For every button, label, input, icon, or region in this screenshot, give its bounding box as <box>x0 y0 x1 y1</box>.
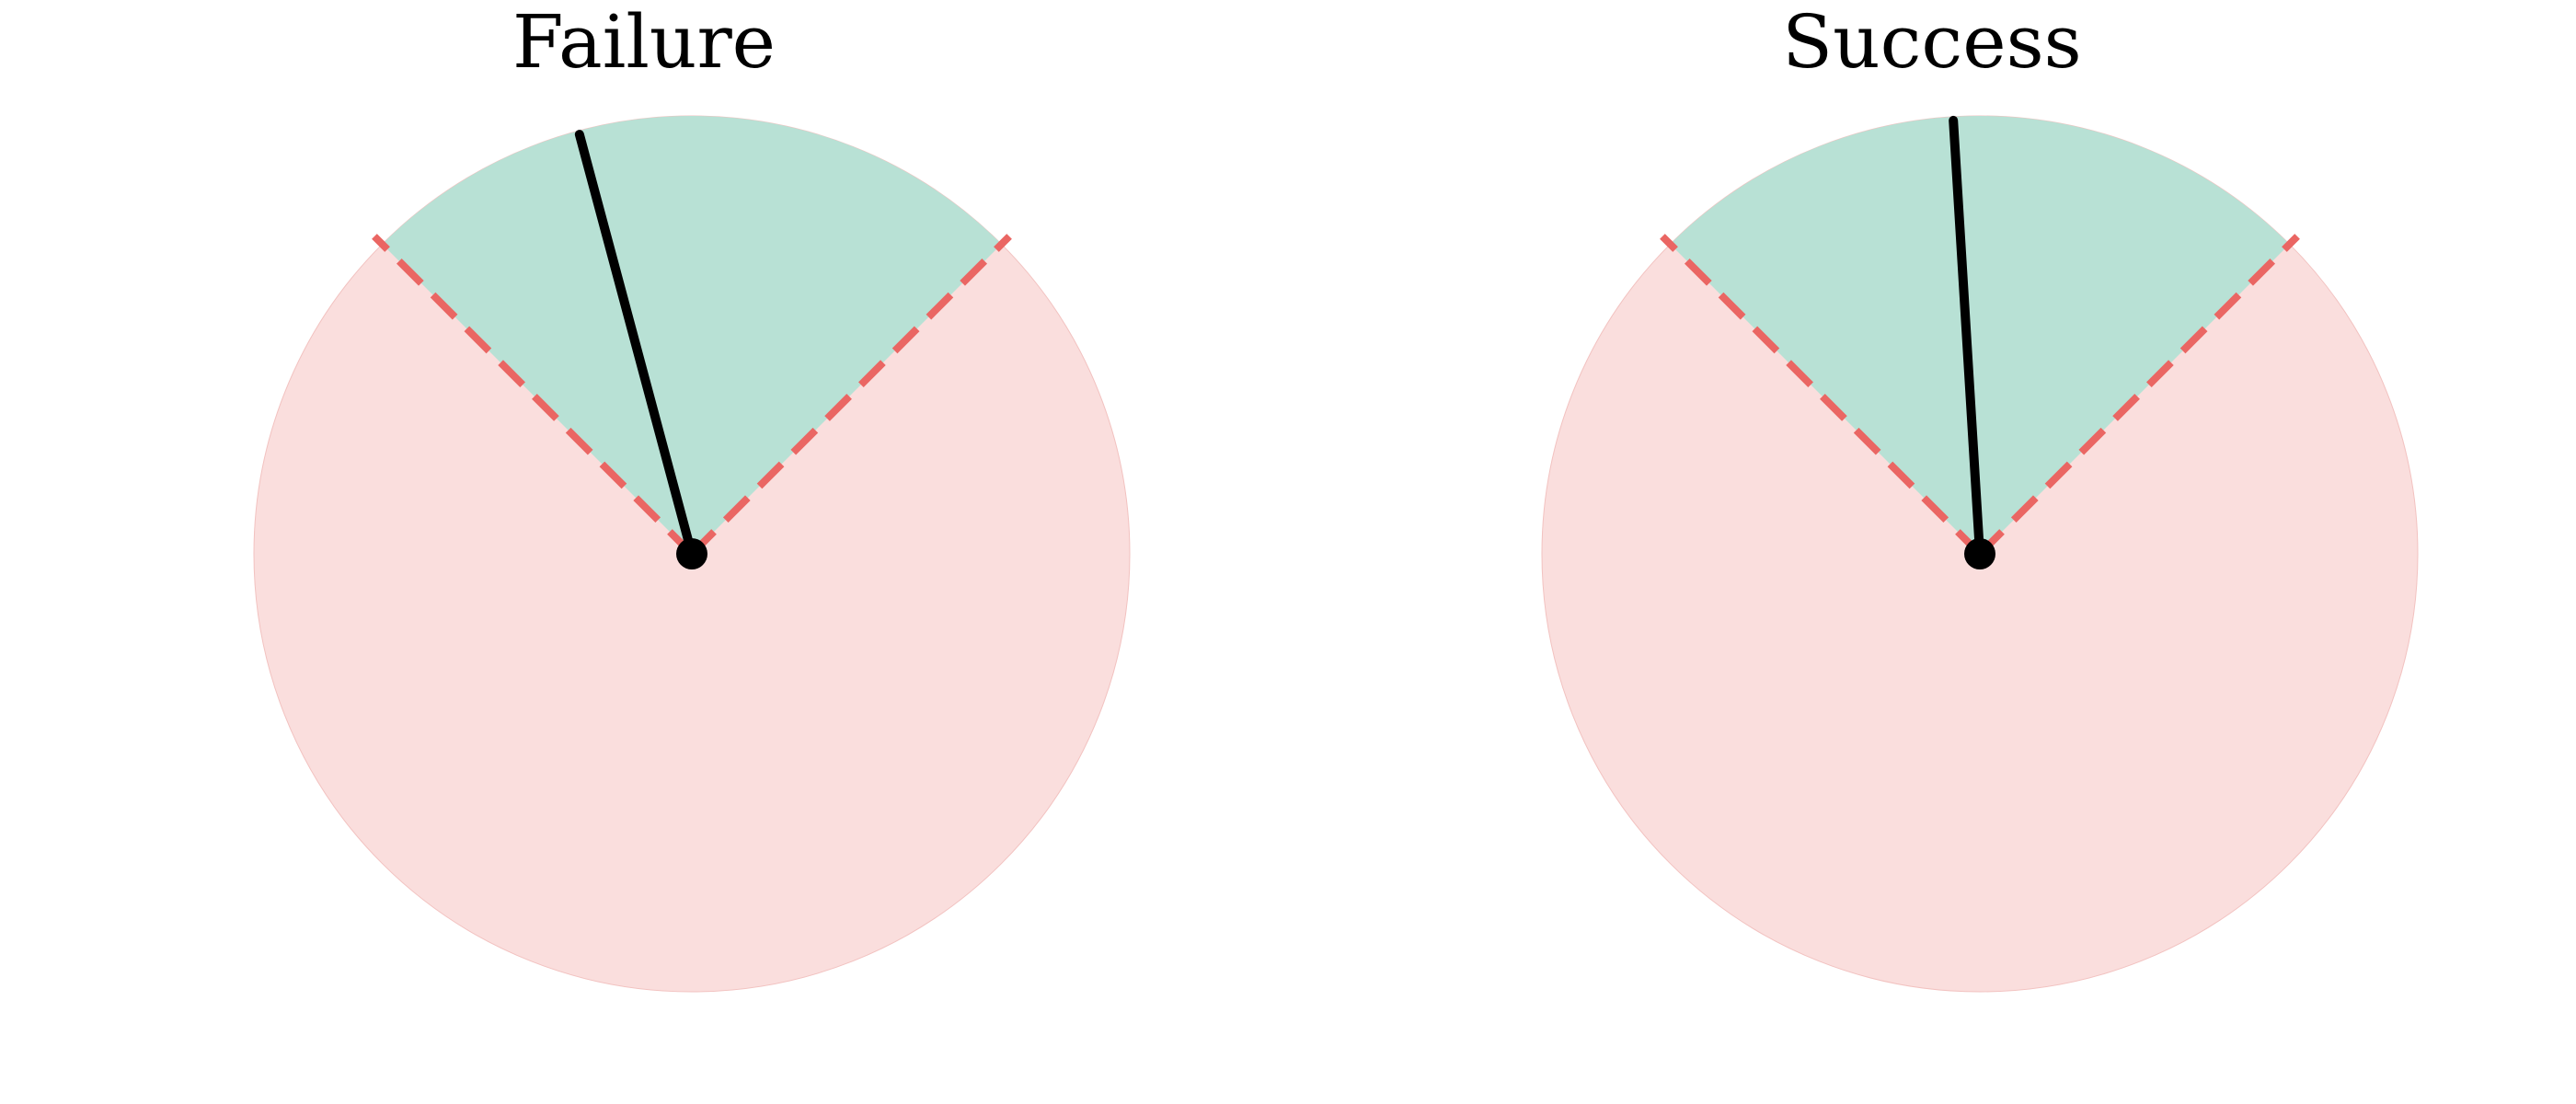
success-dial <box>1541 115 2419 993</box>
pointer-needle <box>574 130 696 558</box>
left-boundary-line <box>1660 234 1983 557</box>
failure-dial <box>253 115 1131 993</box>
safe-zone <box>382 116 1002 554</box>
pivot-dot <box>1964 538 1995 569</box>
failure-title: Failure <box>512 0 776 85</box>
safe-zone <box>1670 116 2290 554</box>
right-boundary-line <box>689 234 1012 557</box>
right-boundary-line <box>1977 234 2300 557</box>
success-panel: Success <box>1288 0 2576 1104</box>
success-title: Success <box>1782 0 2082 85</box>
failure-panel: Failure <box>253 0 1131 993</box>
pivot-dot <box>676 538 707 569</box>
pointer-needle <box>1949 115 1984 558</box>
left-boundary-line <box>372 234 695 557</box>
